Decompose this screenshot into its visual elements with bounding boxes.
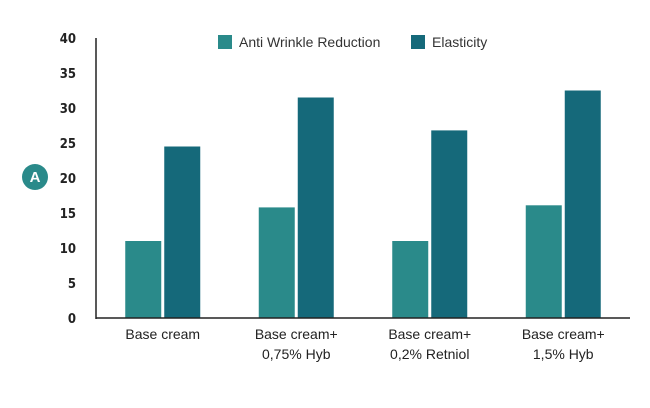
x-category-label: 0,2% Retniol [390, 346, 469, 362]
bar-elasticity-0 [164, 146, 201, 318]
panel-label: A [30, 169, 41, 186]
bar-anti-wrinkle-0 [125, 241, 162, 318]
y-tick-label: 40 [60, 32, 76, 47]
panel-badge-circle [22, 164, 48, 190]
legend-swatch [218, 35, 232, 49]
y-tick-label: 15 [60, 207, 76, 222]
x-category-label: Base cream+ [388, 326, 471, 342]
bar-anti-wrinkle-2 [392, 241, 429, 318]
y-tick-label: 10 [60, 242, 76, 257]
x-category-label: 1,5% Hyb [533, 346, 594, 362]
legend: Anti Wrinkle Reduction Elasticity [218, 34, 487, 50]
bar-anti-wrinkle-1 [258, 207, 295, 318]
legend-label: Anti Wrinkle Reduction [239, 34, 380, 50]
y-axis: 0 5 10 15 20 25 30 35 40 [60, 32, 97, 327]
y-tick-label: 30 [60, 102, 76, 117]
legend-swatch [411, 35, 425, 49]
panel-badge: A [22, 164, 48, 190]
bar-elasticity-1 [297, 97, 334, 318]
y-tick-label: 25 [60, 137, 76, 152]
x-axis: Base cream Base cream+ 0,75% Hyb Base cream… [96, 317, 630, 362]
bar-anti-wrinkle-3 [525, 205, 562, 318]
x-category-label: 0,75% Hyb [262, 346, 331, 362]
legend-label: Elasticity [432, 34, 487, 50]
x-category-label: Base cream [125, 326, 200, 342]
y-tick-label: 0 [68, 312, 76, 327]
x-category-label: Base cream+ [522, 326, 605, 342]
y-tick-label: 5 [68, 277, 76, 292]
bar-elasticity-3 [564, 90, 601, 318]
y-tick-label: 35 [60, 67, 76, 82]
y-tick-label: 20 [60, 172, 76, 187]
bar-elasticity-2 [431, 130, 468, 318]
x-category-label: Base cream+ [255, 326, 338, 342]
bars [125, 90, 601, 318]
